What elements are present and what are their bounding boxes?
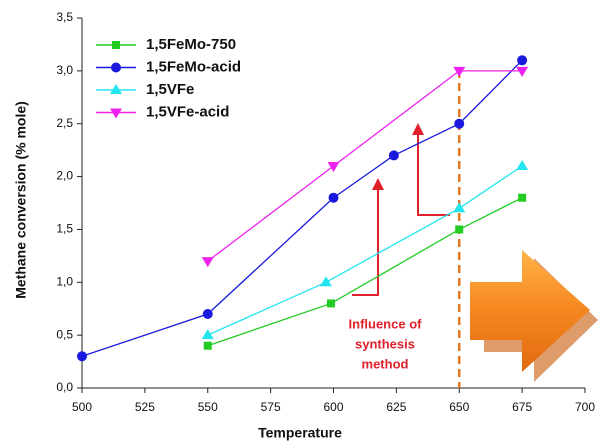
data-point: [202, 309, 213, 319]
red-arrow: [352, 188, 379, 296]
red-arrow-head: [372, 178, 384, 190]
data-point: [453, 202, 466, 213]
data-point: [516, 160, 529, 170]
legend-label: 1,5FeMo-acid: [146, 58, 241, 75]
red-arrow: [417, 133, 450, 216]
y-tick-label: 2,5: [56, 116, 73, 130]
series-line: [207, 70, 523, 262]
x-tick-label: 700: [575, 400, 595, 414]
data-point: [328, 192, 339, 203]
red-arrow-head: [412, 123, 424, 135]
y-axis-title: Methane conversion (% mole): [13, 101, 29, 299]
x-tick-label: 600: [323, 400, 343, 414]
data-point: [201, 329, 214, 340]
y-tick-label: 0,0: [56, 380, 73, 394]
data-point: [327, 162, 340, 172]
data-point: [77, 351, 87, 362]
x-tick-label: 525: [135, 400, 155, 414]
annotation: Influence of: [349, 316, 423, 331]
data-point: [517, 55, 528, 66]
y-tick-label: 1,0: [56, 274, 73, 288]
series-line: [207, 197, 523, 347]
legend-marker: [112, 41, 120, 49]
data-point: [388, 150, 399, 161]
legend-label: 1,5VFe-acid: [146, 103, 229, 120]
annotation: synthesis: [355, 336, 415, 351]
decorations: [352, 123, 598, 382]
data-point: [201, 257, 214, 268]
data-point: [453, 66, 466, 77]
x-axis-title: Temperature: [258, 425, 342, 441]
data-point: [454, 118, 465, 129]
annotation: method: [362, 356, 409, 371]
legend-marker: [110, 84, 122, 94]
legend-marker: [111, 62, 121, 73]
legend-marker: [110, 108, 122, 119]
data-point: [455, 225, 464, 234]
big-arrow: [470, 250, 590, 372]
legend-label: 1,5FeMo-750: [146, 36, 236, 53]
y-tick-label: 3,0: [56, 63, 73, 77]
data-point: [326, 299, 335, 308]
x-tick-label: 650: [449, 400, 469, 414]
data-point: [518, 193, 527, 202]
data-point: [516, 66, 529, 77]
x-tick-label: 550: [198, 400, 218, 414]
series-line: [207, 165, 523, 336]
y-tick-label: 1,5: [56, 222, 73, 236]
y-tick-label: 2,0: [56, 169, 73, 183]
y-tick-label: 3,5: [56, 10, 73, 24]
x-tick-label: 675: [512, 400, 532, 414]
x-tick-label: 575: [261, 400, 281, 414]
y-tick-label: 0,5: [56, 327, 73, 341]
data-point: [203, 341, 212, 350]
legend-label: 1,5VFe: [146, 81, 194, 98]
x-tick-label: 500: [72, 400, 92, 414]
data-point: [319, 276, 332, 287]
series-line: [81, 59, 523, 357]
x-tick-label: 625: [386, 400, 406, 414]
